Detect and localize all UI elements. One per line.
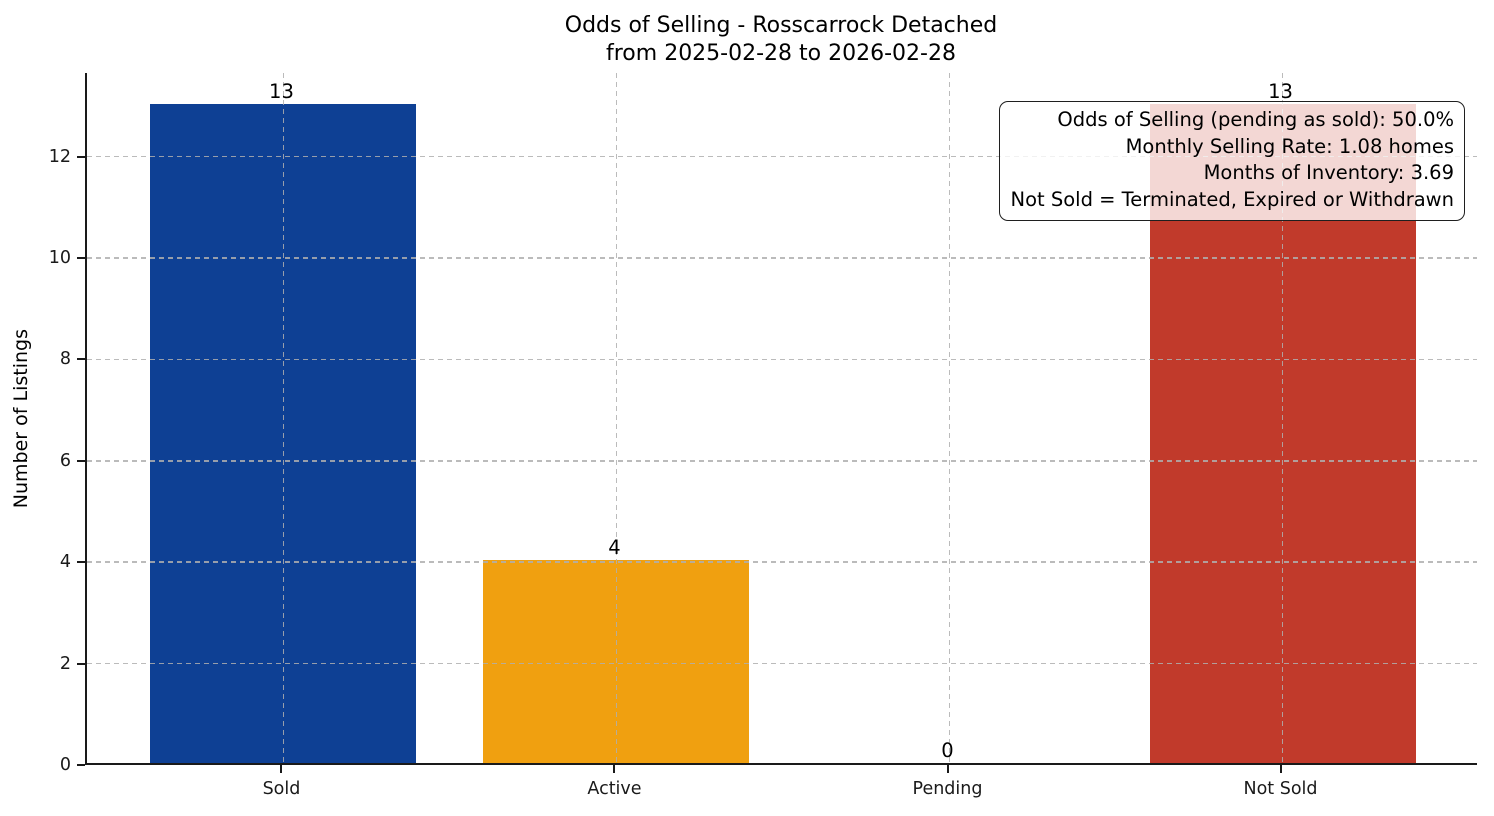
y-tick-label: 10 [48, 248, 71, 269]
y-tick-label: 8 [59, 349, 71, 370]
bar-value-label: 4 [608, 536, 621, 560]
x-tick-mark [946, 765, 949, 773]
bar-sold [150, 103, 417, 763]
y-tick-mark [77, 155, 85, 158]
x-tick-label-pending: Pending [912, 779, 983, 799]
x-tick-label-sold: Sold [262, 779, 301, 799]
y-tick-label: 2 [59, 653, 71, 674]
y-tick-mark [77, 459, 85, 462]
x-tick-label-not-sold: Not Sold [1243, 779, 1318, 799]
y-tick-mark [77, 764, 85, 766]
annotation-monthly-selling-rate: Monthly Selling Rate: 1.08 homes [1125, 134, 1454, 158]
y-tick-label: 12 [48, 146, 71, 167]
y-tick-mark [77, 358, 85, 361]
x-tick-mark [1279, 765, 1282, 773]
chart-title: Odds of Selling - Rosscarrock Detached f… [85, 12, 1477, 68]
bar-value-label: 0 [941, 739, 954, 762]
annotation-odds-of-selling: Odds of Selling (pending as sold): 50.0% [1057, 108, 1454, 131]
annotation-not-sold-definition: Not Sold = Terminated, Expired or Withdr… [1010, 187, 1454, 211]
annotation-box: Odds of Selling (pending as sold): 50.0%… [999, 101, 1465, 221]
y-tick-label: 0 [59, 755, 71, 775]
bar-value-label: 13 [1268, 79, 1293, 103]
x-tick-mark [280, 765, 283, 773]
y-tick-label: 4 [59, 552, 71, 573]
x-tick-mark [613, 765, 616, 773]
bar-active [483, 560, 750, 763]
y-tick-mark [77, 257, 85, 260]
y-tick-mark [77, 561, 85, 564]
y-tick-mark [77, 662, 85, 665]
y-tick-label: 6 [59, 450, 71, 471]
chart-title-line2: from 2025-02-28 to 2026-02-28 [606, 41, 956, 66]
chart-title-line1: Odds of Selling - Rosscarrock Detached [564, 13, 998, 38]
gridline-vertical [948, 73, 951, 763]
bar-value-label: 13 [269, 79, 294, 103]
annotation-months-of-inventory: Months of Inventory: 3.69 [1203, 161, 1454, 184]
x-tick-label-active: Active [587, 779, 642, 799]
